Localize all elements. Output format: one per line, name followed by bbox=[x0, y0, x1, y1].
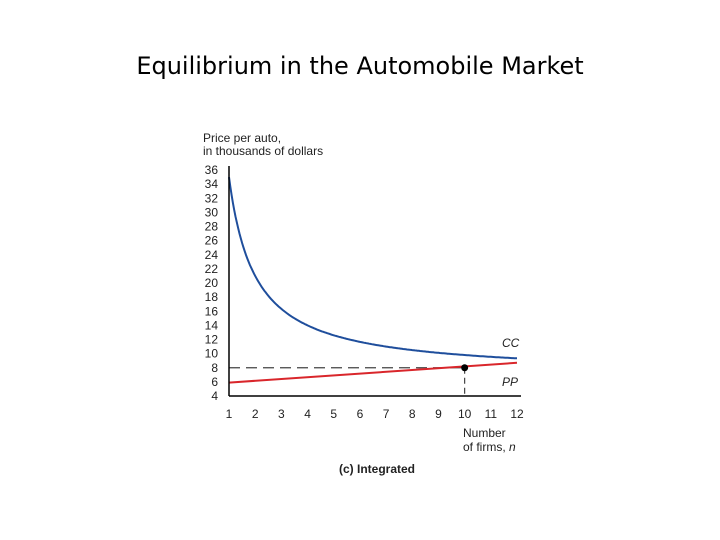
series-line-cc bbox=[228, 176, 517, 360]
y-axis-label: Price per auto,in thousands of dollars bbox=[203, 131, 323, 158]
axes bbox=[228, 166, 521, 397]
y-axis-label-line: in thousands of dollars bbox=[203, 144, 323, 158]
x-axis-label-line: Number bbox=[463, 426, 506, 440]
chart-caption: (c) Integrated bbox=[339, 462, 415, 476]
x-tick-label: 8 bbox=[409, 407, 416, 421]
equilibrium-point bbox=[461, 364, 469, 372]
equilibrium-guides bbox=[229, 367, 466, 396]
x-tick-label: 5 bbox=[330, 407, 337, 421]
series-lines bbox=[228, 176, 518, 384]
x-tick-label: 7 bbox=[383, 407, 390, 421]
x-tick-labels: 1 2 3 4 5 6 7 8 9 10 11 12 bbox=[226, 407, 524, 421]
y-tick-label: 4 bbox=[211, 389, 218, 403]
y-tick-label: 12 bbox=[205, 333, 219, 347]
x-tick-label: 12 bbox=[510, 407, 524, 421]
series-line-pp bbox=[228, 361, 518, 384]
series-label-cc: CC bbox=[502, 336, 520, 350]
x-tick-label: 4 bbox=[304, 407, 311, 421]
x-tick-label: 10 bbox=[458, 407, 472, 421]
y-tick-label: 32 bbox=[205, 191, 219, 205]
y-tick-label: 10 bbox=[205, 347, 219, 361]
series-label-pp: PP bbox=[502, 375, 518, 389]
y-tick-label: 22 bbox=[205, 262, 219, 276]
y-tick-label: 20 bbox=[205, 276, 219, 290]
y-tick-label: 18 bbox=[205, 290, 219, 304]
y-tick-label: 30 bbox=[205, 205, 219, 219]
y-axis-label-line: Price per auto, bbox=[203, 131, 281, 145]
y-tick-label: 26 bbox=[205, 234, 219, 248]
y-tick-label: 28 bbox=[205, 220, 219, 234]
slide-title: Equilibrium in the Automobile Market bbox=[136, 52, 584, 80]
x-tick-label: 3 bbox=[278, 407, 285, 421]
y-tick-label: 16 bbox=[205, 304, 219, 318]
y-tick-label: 36 bbox=[205, 163, 219, 177]
y-tick-label: 8 bbox=[211, 361, 218, 375]
x-tick-label: 6 bbox=[357, 407, 364, 421]
x-axis-label-line: of firms, n bbox=[463, 440, 516, 454]
y-tick-label: 6 bbox=[211, 375, 218, 389]
x-tick-label: 2 bbox=[252, 407, 259, 421]
x-tick-label: 11 bbox=[485, 407, 498, 421]
x-tick-label: 9 bbox=[435, 407, 442, 421]
y-tick-label: 14 bbox=[205, 318, 219, 332]
x-tick-label: 1 bbox=[226, 407, 233, 421]
y-tick-label: 24 bbox=[205, 248, 219, 262]
y-tick-label: 34 bbox=[205, 177, 219, 191]
series-labels: CC PP bbox=[502, 336, 520, 389]
